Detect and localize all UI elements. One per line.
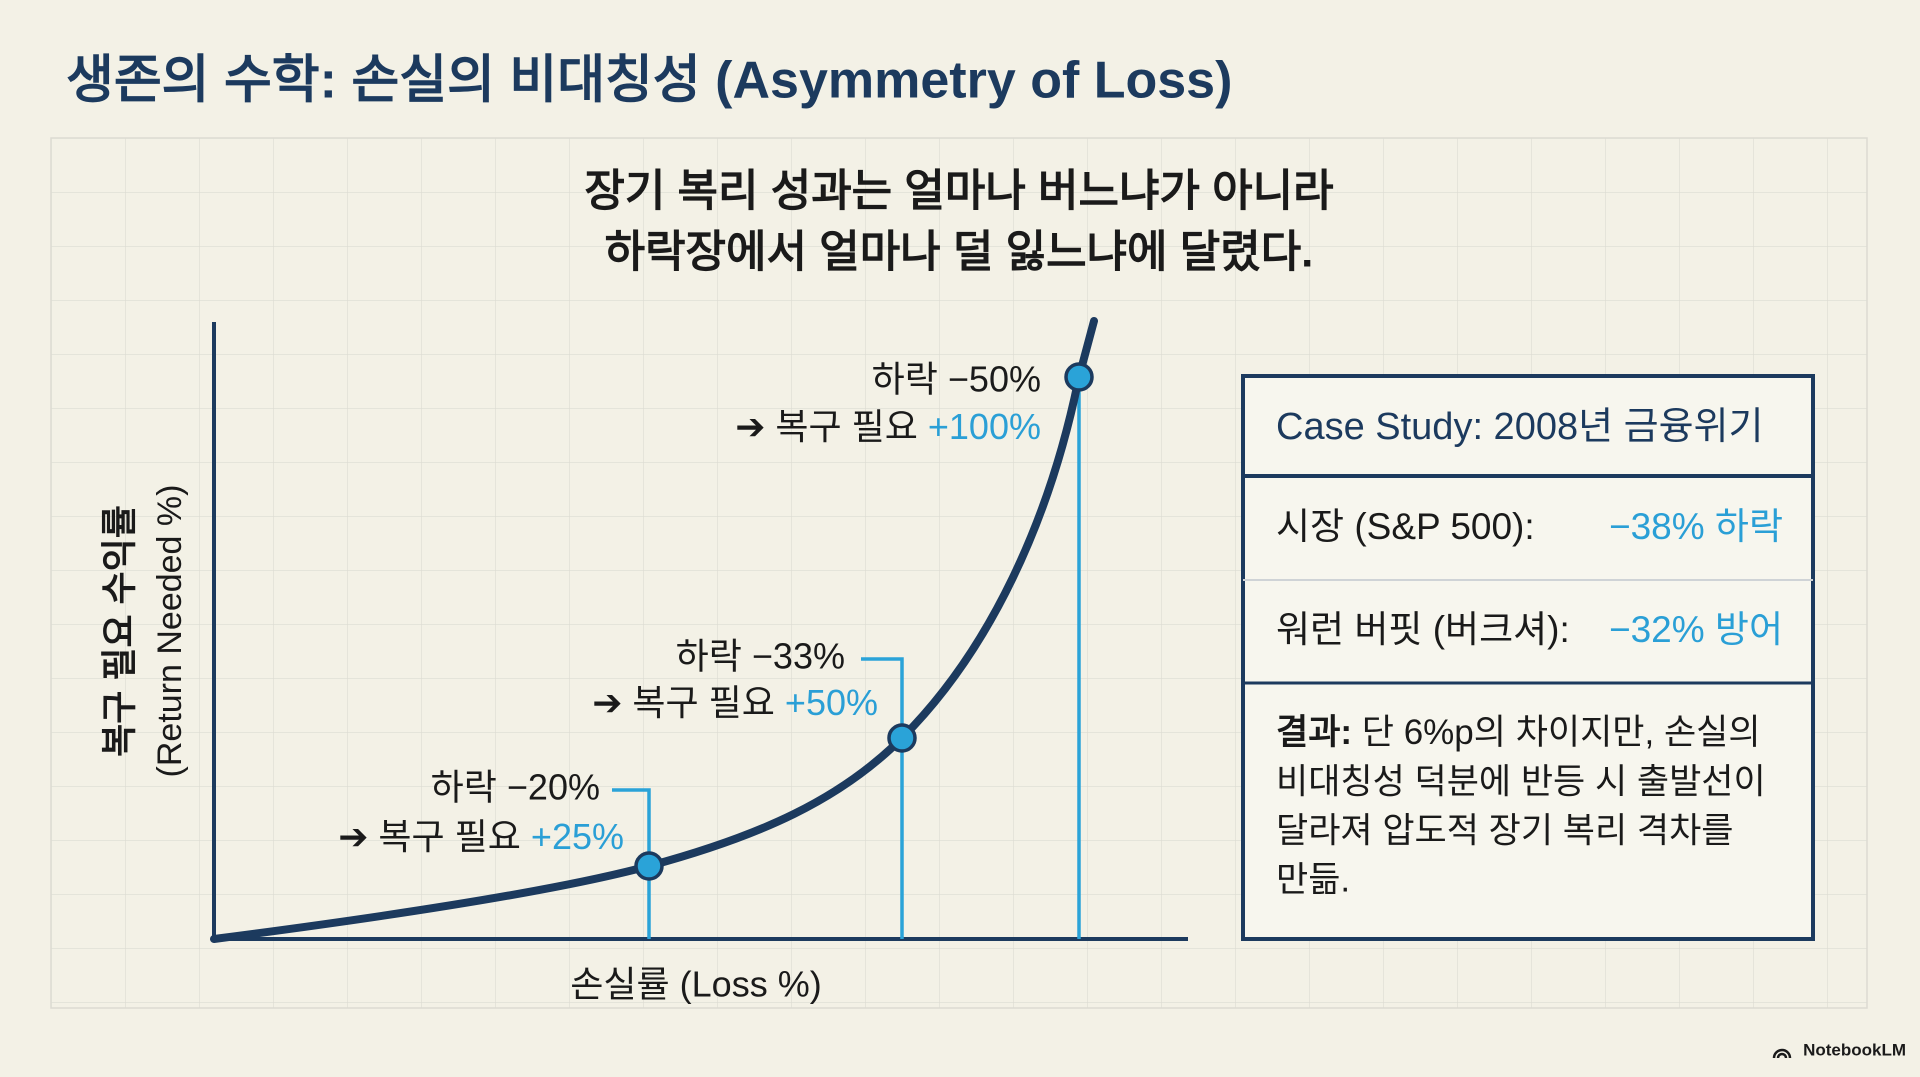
case-title: Case Study: 2008년 금융위기 [1276, 406, 1763, 448]
row-label: 시장 (S&P 500): [1276, 506, 1535, 547]
result-label: 결과: [1276, 713, 1352, 752]
arrow: ➔ [338, 816, 368, 857]
result-line: 만듦. [1276, 860, 1350, 899]
row-value: −38% 하락 [1609, 506, 1783, 547]
recovery-text: 복구 필요 [378, 816, 520, 857]
brand: NotebookLM [1803, 1040, 1906, 1059]
loss-label: 하락 −20% [431, 767, 600, 808]
recovery-label: ➔ 복구 필요 +100% [735, 406, 1041, 447]
arrow: ➔ [735, 406, 765, 447]
row-value: −32% 방어 [1609, 609, 1783, 650]
result-line: 결과: 단 6%p의 차이지만, 손실의 [1276, 713, 1761, 752]
point [1064, 362, 1094, 392]
arrow: ➔ [592, 682, 622, 723]
recovery-value: +100% [928, 406, 1041, 447]
title: 생존의 수학: 손실의 비대칭성 (Asymmetry of Loss) [66, 52, 1232, 110]
leader-line [612, 788, 651, 939]
y-axis-label: 복구 필요 수익률 [99, 505, 140, 757]
recovery-label: ➔ 복구 필요 +50% [592, 682, 878, 723]
y-axis-label: (Return Needed %) [151, 485, 189, 778]
recovery-value: +25% [531, 816, 624, 857]
subtitle-line: 장기 복리 성과는 얼마나 버느냐가 아니라 [584, 167, 1333, 216]
brand-icon [1772, 1048, 1792, 1059]
result-text: 단 6%p의 차이지만, 손실의 [1362, 713, 1761, 752]
loss-label: 하락 −50% [872, 359, 1041, 400]
recovery-label: ➔ 복구 필요 +25% [338, 816, 624, 857]
result-line: 비대칭성 덕분에 반등 시 출발선이 [1276, 762, 1766, 801]
recovery-text: 복구 필요 [775, 406, 917, 447]
x-axis-label: 손실률 (Loss %) [570, 964, 821, 1005]
subtitle-line: 하락장에서 얼마나 덜 잃느냐에 달렸다. [605, 228, 1314, 277]
row-label: 워런 버핏 (버크셔): [1276, 609, 1570, 650]
point [887, 723, 917, 753]
recovery-value: +50% [785, 682, 878, 723]
leader-line [861, 657, 904, 939]
recovery-curve [210, 317, 1098, 943]
case-box [1241, 374, 1815, 941]
loss-label: 하락 −33% [676, 636, 845, 677]
result-line: 달라져 압도적 장기 복리 격차를 [1276, 811, 1734, 850]
recovery-text: 복구 필요 [632, 682, 774, 723]
point [634, 851, 664, 881]
